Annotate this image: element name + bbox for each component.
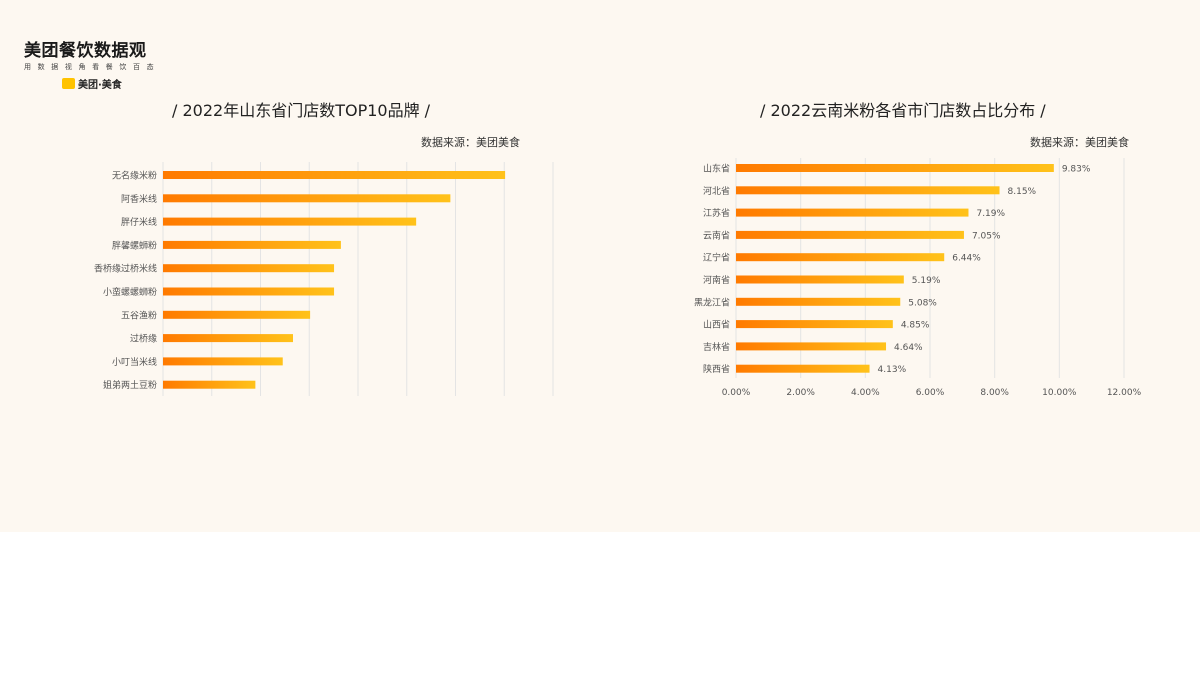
data-label: 6.44% — [952, 254, 981, 264]
bar — [736, 275, 904, 284]
data-label: 7.19% — [976, 209, 1005, 219]
tick-label: 10.00% — [1042, 388, 1077, 398]
tick-label: 0.00% — [722, 388, 751, 398]
logo-title: 美团餐饮数据观 — [24, 41, 147, 61]
bar — [736, 230, 964, 239]
data-label: 7.05% — [972, 231, 1001, 241]
bar — [736, 320, 893, 329]
tick-label: 8.00% — [980, 388, 1009, 398]
data-label: 4.13% — [878, 365, 907, 375]
data-label: 9.83% — [1062, 165, 1091, 175]
chart-left-title: / 2022年山东省门店数TOP10品牌 / — [172, 101, 431, 120]
category-label: 小叮当米线 — [112, 356, 157, 368]
category-label: 五谷渔粉 — [121, 309, 157, 321]
tick-label: 6.00% — [916, 388, 945, 398]
logo-subtitle: 用 数 据 视 角 看 餐 饮 百 态 — [24, 63, 156, 71]
bar — [736, 164, 1054, 172]
category-label: 山西省 — [703, 319, 730, 331]
chart-left-top10-brands: 无名缘米粉阿香米线胖仔米线胖馨螺蛳粉香桥缘过桥米线小蛮螺螺蛳粉五谷渔粉过桥缘小叮… — [94, 162, 554, 396]
slide-background: 美团餐饮数据观 用 数 据 视 角 看 餐 饮 百 态 美团·美食 / 2022… — [0, 0, 1200, 532]
bar — [163, 264, 335, 273]
bar — [736, 342, 887, 351]
category-label: 小蛮螺螺蛳粉 — [103, 286, 157, 298]
bar — [736, 364, 870, 373]
chart-right-title: / 2022云南米粉各省市门店数占比分布 / — [760, 101, 1046, 120]
bar — [163, 287, 335, 296]
bar — [736, 253, 945, 262]
category-label: 无名缘米粉 — [112, 170, 157, 182]
data-label: 5.19% — [912, 276, 941, 286]
category-label: 云南省 — [703, 229, 730, 241]
data-label: 5.08% — [908, 298, 937, 308]
category-label: 辽宁省 — [703, 252, 730, 264]
meituan-brand-icon — [62, 78, 75, 89]
category-label: 山东省 — [703, 163, 730, 175]
logo-brand: 美团·美食 — [62, 76, 174, 91]
bar — [736, 208, 969, 217]
bar — [736, 186, 1000, 195]
category-label: 江苏省 — [703, 207, 730, 219]
category-label: 过桥缘 — [130, 333, 157, 345]
bar — [163, 171, 506, 179]
tick-label: 4.00% — [851, 388, 880, 398]
bar — [163, 380, 256, 389]
logo-brand-text: 美团·美食 — [78, 80, 122, 91]
data-label: 8.15% — [1008, 187, 1037, 197]
meituan-data-logo: 美团餐饮数据观 用 数 据 视 角 看 餐 饮 百 态 美团·美食 — [24, 36, 174, 91]
bar — [163, 310, 311, 319]
category-label: 吉林省 — [703, 341, 730, 353]
chart-right-province-share: 山东省 9.83% 河北省 8.15% 江苏省 7.19% 云南省 7.05% 辽宁省 6.44%… — [694, 158, 1142, 398]
tick-label: 12.00% — [1107, 388, 1142, 398]
bar — [163, 217, 417, 226]
category-label: 河南省 — [703, 274, 730, 286]
chart-right-source: 数据来源：美团美食 — [1030, 136, 1129, 149]
tick-label: 2.00% — [786, 388, 815, 398]
bar — [163, 357, 283, 366]
bar — [736, 297, 901, 306]
bar — [163, 240, 341, 249]
data-label: 4.64% — [894, 343, 923, 353]
category-label: 香桥缘过桥米线 — [94, 263, 157, 275]
category-label: 河北省 — [703, 185, 730, 197]
bar — [163, 194, 451, 203]
chart-left-source: 数据来源：美团美食 — [421, 136, 520, 149]
data-label: 4.85% — [901, 321, 930, 331]
bar — [163, 334, 293, 343]
category-label: 胖仔米线 — [121, 216, 157, 228]
category-label: 黑龙江省 — [694, 296, 730, 308]
category-label: 陕西省 — [703, 363, 730, 375]
category-label: 胖馨螺蛳粉 — [112, 239, 157, 251]
category-label: 阿香米线 — [121, 193, 157, 205]
category-label: 姐弟两土豆粉 — [103, 379, 157, 391]
